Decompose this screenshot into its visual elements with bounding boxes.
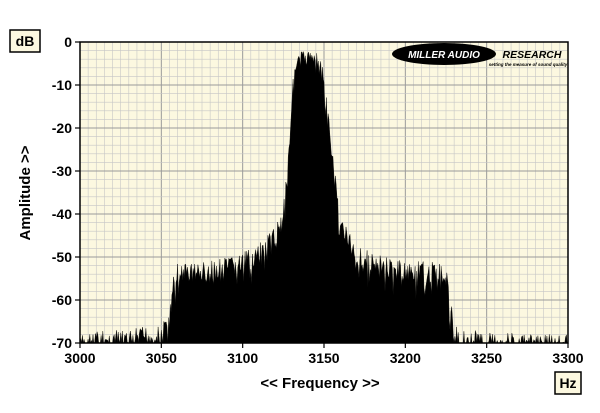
y-tick-label: -20 [52,120,72,136]
y-unit-frame [9,29,41,53]
x-tick-label: 3100 [227,350,258,366]
y-tick-label: -60 [52,292,72,308]
x-tick-label: 3050 [146,350,177,366]
x-axis-title: << Frequency >> [260,375,379,392]
x-unit-label: Hz [559,375,576,391]
logo-brand-right: RESEARCH [503,49,562,61]
logo-ellipse [392,43,496,65]
y-axis-title: Amplitude >> [17,145,34,240]
y-tick-label: 0 [64,34,72,50]
logo-brand-left: MILLER AUDIO [408,50,480,61]
y-tick-label: -50 [52,249,72,265]
y-tick-label: -30 [52,163,72,179]
tick-layer: 3000 3050 3100 3150 3200 3250 3300 0 -10 -20 -30 -4… [52,34,584,366]
x-tick-label: 3300 [552,350,583,366]
miller-audio-research-logo: MILLER AUDIO RESEARCH setting the measur… [392,43,568,67]
plot-frame [79,41,569,344]
x-tick-label: 3250 [471,350,502,366]
logo-tagline: setting the measure of sound quality [489,62,568,67]
x-tick-label: 3000 [64,350,95,366]
x-unit-box: Hz [554,371,582,395]
y-tick-label: -40 [52,206,72,222]
y-unit-box: dB [9,29,41,53]
x-tick-label: 3150 [308,350,339,366]
y-unit-label: dB [16,33,35,49]
y-tick-label: -70 [52,335,72,351]
x-tick-label: 3200 [390,350,421,366]
x-unit-frame [554,371,582,395]
y-tick-label: -10 [52,77,72,93]
